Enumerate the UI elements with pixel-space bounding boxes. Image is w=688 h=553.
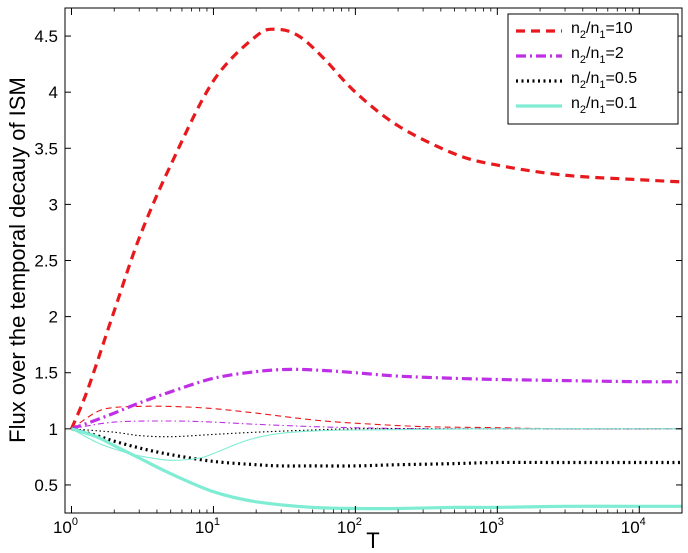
series-line-7 [71, 428, 683, 461]
legend-label-0: n2/n1=10 [571, 20, 633, 41]
y-axis-title: Flux over the temporal decauy of ISM [5, 77, 30, 443]
series-line-3 [71, 420, 682, 430]
y-tick-label-8: 4.5 [34, 27, 58, 46]
series-line-2 [70, 367, 683, 431]
y-tick-label-0: 0.5 [34, 476, 58, 495]
x-tick-label-4: 104 [621, 516, 646, 537]
legend-label-1: n2/n1=2 [571, 45, 624, 66]
y-tick-label-6: 3.5 [34, 139, 58, 158]
y-tick-label-5: 3 [49, 195, 58, 214]
legend-label-3: n2/n1=0.1 [571, 95, 637, 116]
series-line-6 [71, 427, 682, 511]
x-tick-label-2: 102 [337, 516, 362, 537]
y-tick-label-7: 4 [49, 83, 58, 102]
ticks-layer: 0.5 1 1.5 2 2.5 3 3.5 4 4.5 100 101 102 103 104 [34, 8, 683, 537]
series-line-4 [71, 427, 682, 468]
y-tick-label-2: 1.5 [34, 364, 58, 383]
x-tick-label-0: 100 [53, 516, 78, 537]
legend: n2/n1=10 n2/n1=2 n2/n1=0.5 n2/n1=0.1 [507, 13, 679, 125]
x-tick-label-3: 103 [479, 516, 504, 537]
x-axis-title: T [366, 528, 379, 553]
x-tick-label-1: 101 [195, 516, 220, 537]
y-tick-label-1: 1 [49, 420, 58, 439]
y-tick-label-4: 2.5 [34, 252, 58, 271]
y-tick-label-3: 2 [49, 308, 58, 327]
legend-label-2: n2/n1=0.5 [571, 70, 637, 91]
series-line-0 [70, 27, 683, 430]
series-line-1 [71, 405, 683, 430]
series-layer [70, 27, 683, 511]
